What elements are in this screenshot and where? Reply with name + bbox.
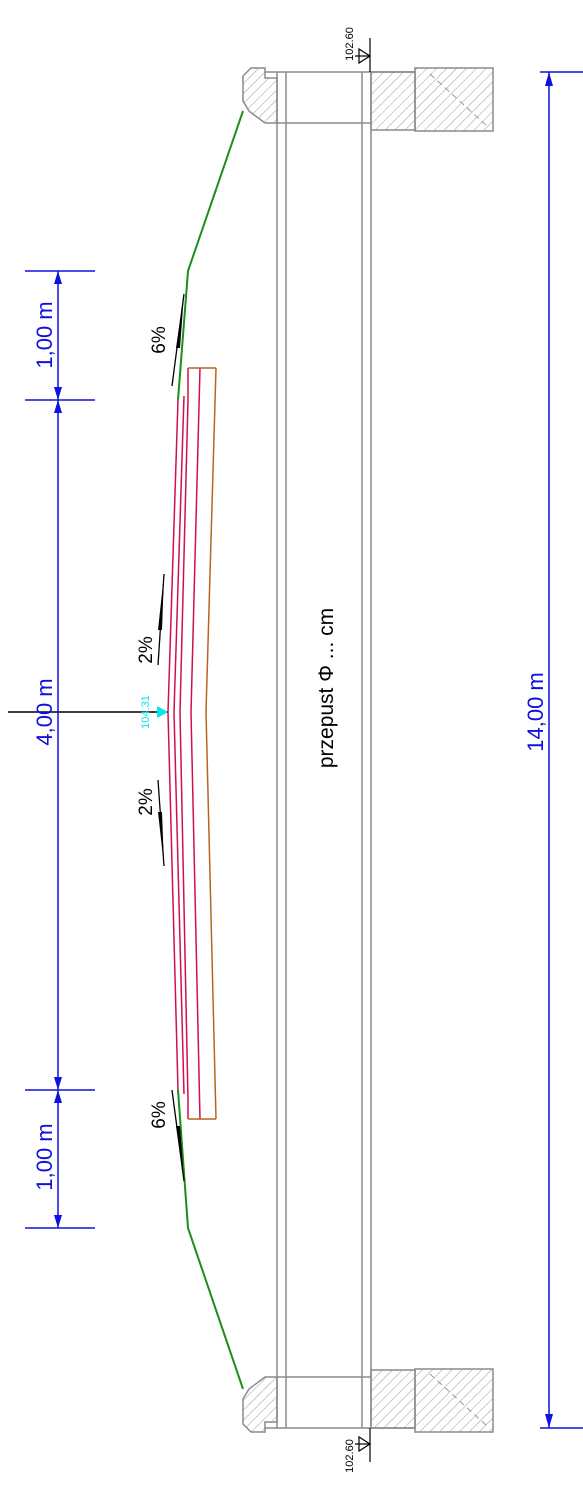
slope-arrow-icon	[171, 1089, 185, 1182]
slope-label-top-inner: 2%	[136, 636, 157, 664]
triangle-level-icon	[358, 47, 372, 65]
axis-elevation-value: 104.31	[140, 695, 152, 729]
triangle-level-icon	[358, 1435, 372, 1453]
elevation-label-bottom: 102.60	[344, 1439, 356, 1473]
dimension-middle-label: 4,00 m	[32, 678, 57, 745]
embankment-slope-top	[177, 110, 244, 401]
bottom-headwall	[242, 1368, 494, 1433]
dimension-top-label: 1,00 m	[32, 301, 57, 368]
slope-label-bottom-inner: 2%	[136, 788, 157, 816]
slope-arrow-icon	[171, 293, 185, 387]
slope-arrow-icon	[157, 779, 165, 867]
elevation-marker-bottom	[355, 1428, 372, 1462]
dimension-total	[540, 71, 583, 1429]
dimension-chain-left	[25, 270, 95, 1229]
pavement-layers	[167, 367, 217, 1120]
elevation-label-top: 102.60	[344, 27, 356, 61]
dimension-bottom-label: 1,00 m	[32, 1123, 57, 1190]
axis-elevation-marker	[157, 706, 168, 718]
culvert-label: przepust Φ ... cm	[315, 608, 338, 768]
slope-label-bottom-outer: 6%	[149, 1101, 170, 1129]
slope-arrow-icon	[157, 573, 165, 666]
embankment-slope-bottom	[177, 1089, 244, 1390]
slope-label-top-outer: 6%	[149, 326, 170, 354]
top-headwall	[242, 67, 494, 132]
elevation-marker-top	[355, 38, 372, 72]
dimension-total-label: 14,00 m	[523, 672, 548, 752]
culvert-pipe	[276, 72, 372, 1428]
